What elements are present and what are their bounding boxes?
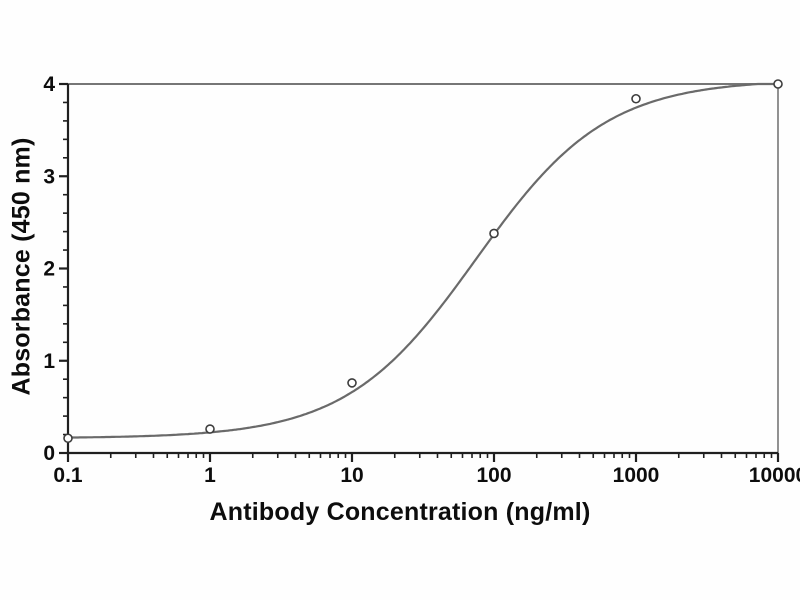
y-tick-label: 0 — [43, 442, 55, 465]
data-point-marker — [489, 228, 499, 239]
data-point-marker — [347, 378, 357, 388]
y-tick-label: 4 — [43, 73, 55, 96]
data-point-marker — [631, 93, 641, 104]
data-point-marker — [773, 79, 783, 89]
x-tick-label: 100 — [476, 464, 511, 487]
y-axis: 0 1 2 3 4 — [43, 73, 70, 465]
x-axis: 0.1 1 10 100 1000 10000 — [53, 451, 800, 487]
y-tick-label: 2 — [43, 258, 55, 281]
y-tick-label: 3 — [43, 165, 55, 188]
x-tick-label: 1 — [204, 464, 216, 487]
plot-frame — [68, 83, 779, 453]
data-point-marker — [63, 433, 73, 444]
x-axis-title: Antibody Concentration (ng/ml) — [209, 498, 591, 526]
x-tick-label: 10 — [340, 464, 363, 487]
x-tick-label: 1000 — [613, 464, 660, 487]
x-tick-label: 10000 — [749, 464, 800, 487]
y-tick-label: 1 — [43, 350, 55, 373]
y-axis-title: Absorbance (450 nm) — [7, 137, 36, 396]
data-point-marker — [205, 424, 215, 434]
x-tick-label: 0.1 — [53, 464, 83, 487]
dose-response-fit-curve — [68, 82, 778, 439]
data-points — [63, 79, 783, 444]
